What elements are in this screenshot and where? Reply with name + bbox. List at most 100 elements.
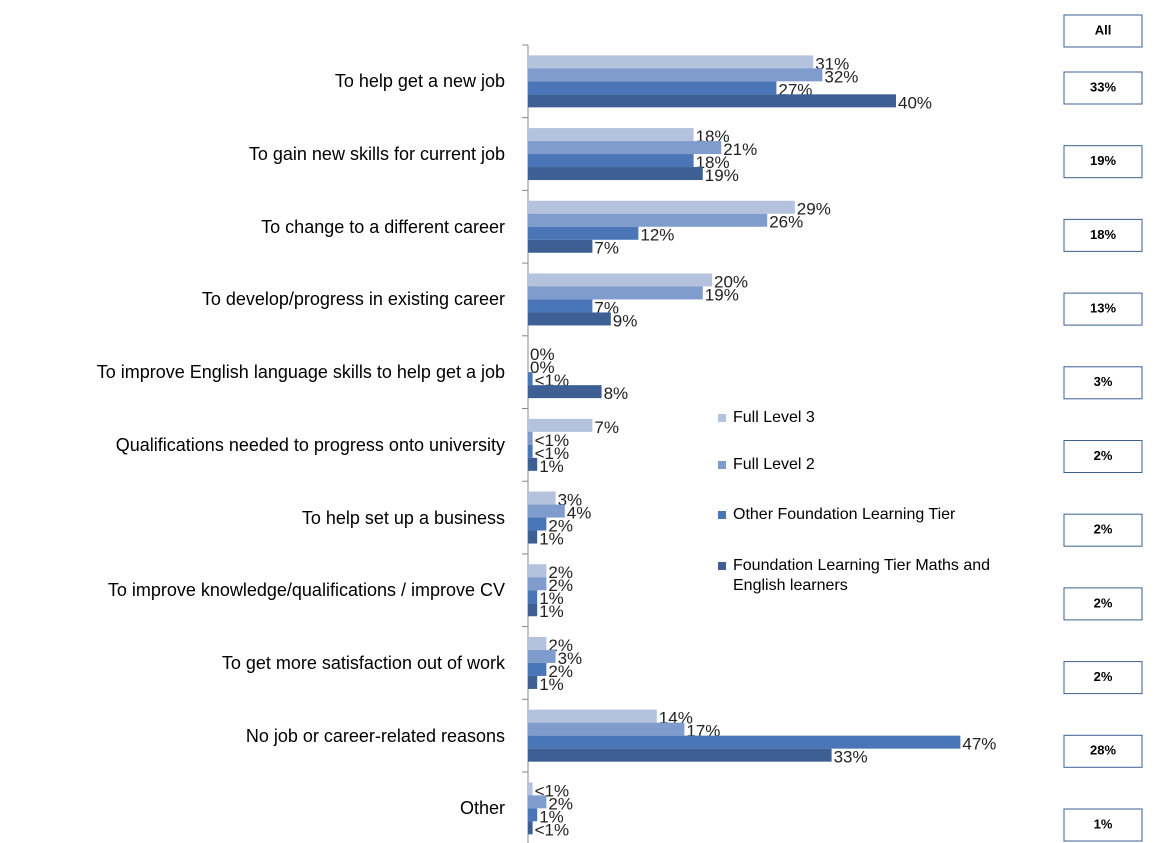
data-label: 0% bbox=[530, 345, 555, 364]
bar bbox=[528, 564, 547, 578]
bar bbox=[528, 504, 565, 518]
data-label: <1% bbox=[535, 820, 570, 839]
all-label: 2% bbox=[1094, 669, 1113, 684]
bar bbox=[528, 94, 896, 108]
data-label: 32% bbox=[824, 67, 858, 86]
all-label: 33% bbox=[1090, 79, 1116, 94]
all-box bbox=[1063, 145, 1143, 179]
data-label: 33% bbox=[834, 748, 868, 767]
bar bbox=[528, 128, 694, 142]
data-label: 3% bbox=[558, 649, 583, 668]
all-label: 13% bbox=[1090, 301, 1116, 316]
bar bbox=[528, 782, 533, 796]
all-box bbox=[1063, 734, 1143, 768]
data-label: 19% bbox=[705, 285, 739, 304]
category-label: To develop/progress in existing career bbox=[201, 289, 505, 310]
data-label: 29% bbox=[797, 200, 831, 219]
bar bbox=[528, 444, 533, 458]
category-label: To help set up a business bbox=[301, 507, 505, 528]
bar bbox=[528, 722, 685, 736]
bar bbox=[528, 239, 593, 253]
data-label: 12% bbox=[640, 226, 674, 245]
category-label: To get more satisfaction out of work bbox=[221, 652, 505, 673]
category-label: To gain new skills for current job bbox=[248, 144, 505, 165]
data-label: 1% bbox=[539, 457, 564, 476]
category-label: To improve English language skills to he… bbox=[96, 362, 505, 383]
data-label: 1% bbox=[539, 530, 564, 549]
bar bbox=[528, 226, 639, 240]
all-label: 2% bbox=[1094, 595, 1113, 610]
bar bbox=[528, 636, 547, 650]
legend-swatch bbox=[718, 562, 726, 570]
all-box bbox=[1063, 366, 1143, 400]
bar bbox=[528, 312, 611, 326]
bar bbox=[528, 590, 538, 604]
bar bbox=[528, 372, 533, 386]
bar bbox=[528, 517, 547, 531]
data-label: 2% bbox=[548, 563, 573, 582]
category-label: No job or career-related reasons bbox=[245, 725, 505, 746]
data-label: 1% bbox=[539, 807, 564, 826]
legend-label: Full Level 2 bbox=[733, 456, 815, 473]
data-label: <1% bbox=[535, 431, 570, 450]
data-label: 21% bbox=[723, 140, 757, 159]
bar bbox=[528, 808, 538, 822]
all-box bbox=[1063, 587, 1143, 621]
bar bbox=[528, 577, 547, 591]
data-label: 20% bbox=[714, 272, 748, 291]
all-box bbox=[1063, 71, 1143, 105]
bar bbox=[528, 385, 602, 399]
bar bbox=[528, 68, 823, 82]
data-label: 18% bbox=[696, 153, 730, 172]
data-label: 9% bbox=[613, 311, 638, 330]
data-label: 26% bbox=[769, 213, 803, 232]
all-box bbox=[1063, 808, 1143, 842]
data-label: 7% bbox=[594, 239, 619, 258]
all-label: 2% bbox=[1094, 522, 1113, 537]
data-label: 7% bbox=[594, 418, 619, 437]
data-label: 8% bbox=[604, 384, 629, 403]
bar bbox=[528, 662, 547, 676]
data-label: 2% bbox=[548, 576, 573, 595]
category-label: Qualifications needed to progress onto u… bbox=[115, 434, 505, 455]
data-label: 2% bbox=[548, 662, 573, 681]
bar bbox=[528, 735, 961, 749]
bar bbox=[528, 213, 768, 227]
data-label: 40% bbox=[898, 93, 932, 112]
all-box bbox=[1063, 218, 1143, 252]
bar bbox=[528, 457, 538, 471]
bar bbox=[528, 418, 593, 432]
category-label: To improve knowledge/qualifications / im… bbox=[107, 580, 505, 601]
all-label: 18% bbox=[1090, 227, 1116, 242]
bar bbox=[528, 748, 832, 762]
data-label: 1% bbox=[539, 602, 564, 621]
all-header-box bbox=[1063, 14, 1143, 48]
bar bbox=[528, 167, 703, 181]
data-label: 31% bbox=[815, 54, 849, 73]
data-label: 1% bbox=[539, 589, 564, 608]
legend-label: Foundation Learning Tier Maths and Engli… bbox=[733, 557, 991, 594]
data-label: 4% bbox=[567, 504, 592, 523]
bar bbox=[528, 491, 556, 505]
category-label: To change to a different career bbox=[261, 216, 505, 237]
bar bbox=[528, 709, 657, 723]
all-box bbox=[1063, 440, 1143, 473]
bar bbox=[528, 55, 814, 69]
data-label: 47% bbox=[962, 735, 996, 754]
bar bbox=[528, 675, 538, 689]
all-box bbox=[1063, 292, 1143, 326]
legend-label: Other Foundation Learning Tier bbox=[733, 506, 956, 523]
all-label: 2% bbox=[1094, 448, 1113, 463]
data-label: 2% bbox=[548, 517, 573, 536]
bar bbox=[528, 286, 703, 300]
bar bbox=[528, 795, 547, 809]
all-label: 3% bbox=[1094, 374, 1113, 389]
all-box bbox=[1063, 661, 1143, 695]
all-label: 1% bbox=[1094, 816, 1113, 831]
bar bbox=[528, 649, 556, 663]
bar bbox=[528, 141, 722, 155]
bar bbox=[528, 81, 777, 95]
all-label: 19% bbox=[1090, 153, 1116, 168]
